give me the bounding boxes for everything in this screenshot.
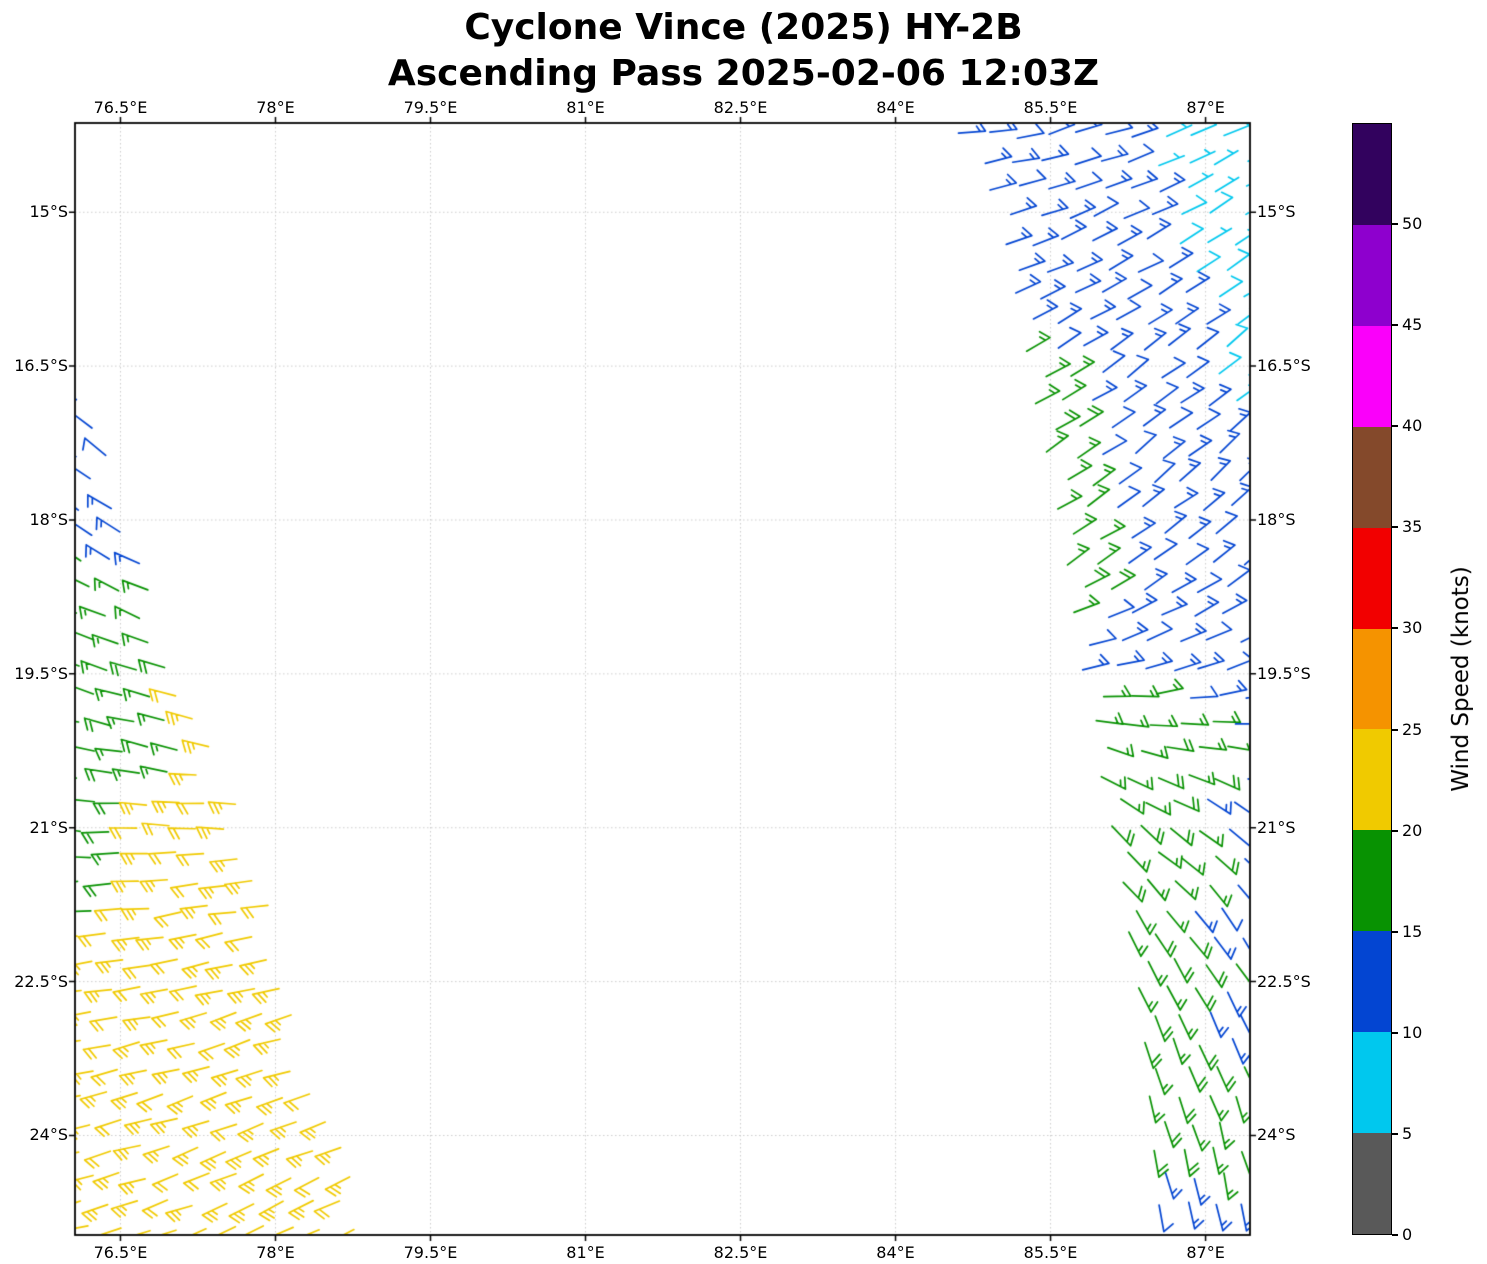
x-tick-label-bottom: 76.5°E [93, 1243, 148, 1262]
x-tick-label-top: 84°E [876, 98, 915, 117]
x-tick-label-top: 82.5°E [713, 98, 768, 117]
colorbar-tick-label: 35 [1402, 517, 1423, 537]
colorbar-tick-mark [1392, 526, 1398, 529]
colorbar-tick-mark [1392, 728, 1398, 731]
y-tick-label-left: 21°S [29, 817, 68, 837]
colorbar-segment-25-30 [1353, 628, 1391, 730]
chart-subtitle: Ascending Pass 2025-02-06 12:03Z [387, 53, 1100, 95]
x-tick-label-bottom: 84°E [876, 1243, 915, 1262]
x-tick-label-top: 79.5°E [403, 98, 458, 117]
y-tick-label-right: 21°S [1257, 817, 1296, 837]
colorbar-segment-35-40 [1353, 426, 1391, 528]
colorbar-segment-40-45 [1353, 325, 1391, 427]
x-tick-label-top: 76.5°E [93, 98, 148, 117]
colorbar-tick-label: 20 [1402, 820, 1423, 840]
colorbar [1352, 123, 1392, 1235]
colorbar-tick-label: 0 [1402, 1225, 1413, 1244]
colorbar-segment-50-55 [1353, 124, 1391, 225]
x-tick-label-top: 87°E [1186, 98, 1225, 117]
chart-title-block: Cyclone Vince (2025) HY-2B Ascending Pas… [0, 5, 1487, 97]
x-tick-label-bottom: 79.5°E [403, 1243, 458, 1262]
colorbar-tick-mark [1392, 829, 1398, 832]
colorbar-tick-label: 15 [1402, 921, 1423, 941]
colorbar-tick-mark [1392, 223, 1398, 226]
colorbar-tick-label: 50 [1402, 214, 1423, 234]
x-tick-label-bottom: 81°E [566, 1243, 605, 1262]
x-tick-label-top: 78°E [256, 98, 295, 117]
y-tick-label-right: 16.5°S [1257, 356, 1311, 376]
x-tick-label-bottom: 82.5°E [713, 1243, 768, 1262]
y-tick-label-left: 22.5°S [14, 971, 68, 991]
colorbar-tick-label: 25 [1402, 719, 1423, 739]
y-tick-label-right: 24°S [1257, 1125, 1296, 1145]
colorbar-tick-mark [1392, 425, 1398, 428]
x-tick-label-top: 81°E [566, 98, 605, 117]
x-tick-label-bottom: 78°E [256, 1243, 295, 1262]
y-tick-label-right: 18°S [1257, 509, 1296, 529]
x-tick-label-bottom: 87°E [1186, 1243, 1225, 1262]
colorbar-tick-label: 45 [1402, 315, 1423, 335]
y-tick-label-right: 19.5°S [1257, 663, 1311, 683]
colorbar-tick-label: 5 [1402, 1123, 1413, 1143]
y-tick-label-left: 19.5°S [14, 663, 68, 683]
colorbar-tick-mark [1392, 930, 1398, 933]
y-tick-label-left: 24°S [29, 1125, 68, 1145]
colorbar-segment-5-10 [1353, 1032, 1391, 1134]
y-tick-label-right: 15°S [1257, 202, 1296, 222]
colorbar-tick-label: 10 [1402, 1022, 1423, 1042]
y-tick-label-left: 18°S [29, 509, 68, 529]
colorbar-segment-10-15 [1353, 931, 1391, 1033]
colorbar-segment-20-25 [1353, 729, 1391, 831]
colorbar-tick-mark [1392, 627, 1398, 630]
colorbar-segment-15-20 [1353, 830, 1391, 932]
y-tick-label-left: 15°S [29, 202, 68, 222]
colorbar-tick-label: 40 [1402, 416, 1423, 436]
colorbar-label: Wind Speed (knots) [1448, 566, 1474, 792]
x-tick-label-top: 85.5°E [1023, 98, 1078, 117]
x-tick-label-bottom: 85.5°E [1023, 1243, 1078, 1262]
colorbar-tick-label: 30 [1402, 618, 1423, 638]
colorbar-segment-30-35 [1353, 527, 1391, 629]
colorbar-tick-mark [1392, 324, 1398, 327]
colorbar-tick-mark [1392, 1234, 1398, 1236]
y-tick-label-left: 16.5°S [14, 356, 68, 376]
chart-title: Cyclone Vince (2025) HY-2B [464, 7, 1023, 48]
colorbar-segment-45-50 [1353, 224, 1391, 326]
colorbar-tick-mark [1392, 1132, 1398, 1135]
colorbar-tick-mark [1392, 1031, 1398, 1034]
colorbar-segment-0-5 [1353, 1133, 1391, 1234]
y-tick-label-right: 22.5°S [1257, 971, 1311, 991]
